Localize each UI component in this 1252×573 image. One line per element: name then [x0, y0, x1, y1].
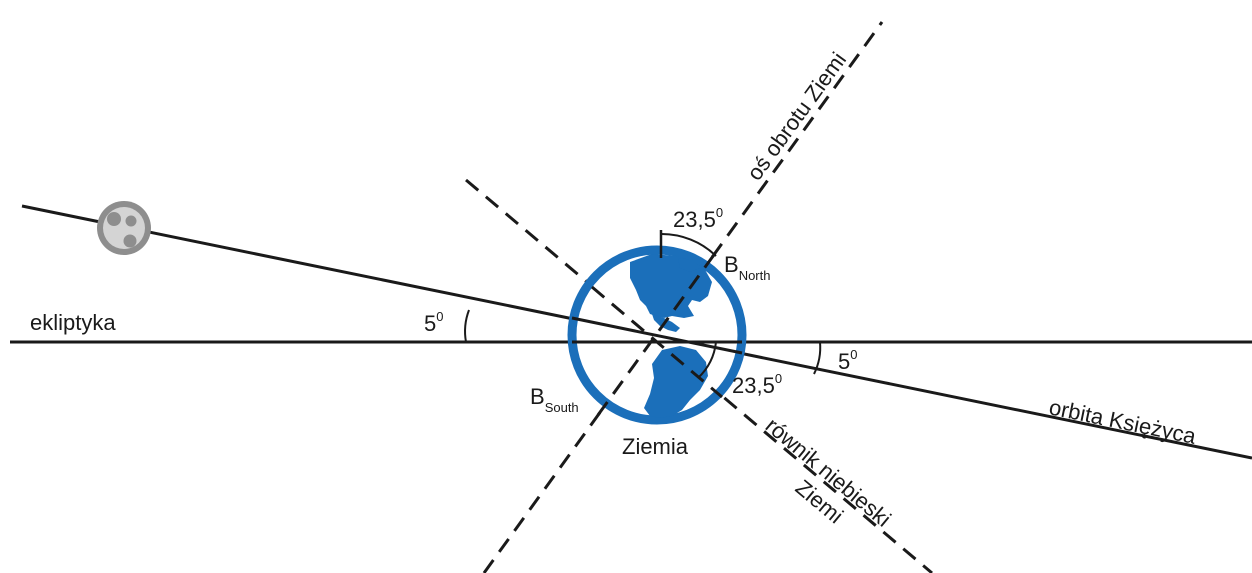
earth-axis-over-earth: [596, 251, 718, 416]
ecliptic-label: ekliptyka: [30, 310, 116, 335]
angle-bottom-label: 23,50: [732, 371, 782, 398]
angle-arc-left: [464, 309, 470, 343]
angle-arc-bottom: [697, 341, 717, 379]
b-south-label: BSouth: [530, 384, 579, 415]
b-north-label: BNorth: [724, 252, 770, 283]
earth-axis-label: oś obrotu Ziemi: [742, 48, 851, 185]
angle-arc-top: [660, 232, 717, 257]
earth-label: Ziemia: [622, 434, 689, 459]
moon-icon: [97, 201, 151, 255]
moon-orbit-label: orbita Księżyca: [1047, 394, 1199, 449]
equator-over-earth: [591, 285, 723, 399]
angle-top-label: 23,50: [673, 205, 723, 232]
angle-left-label: 50: [424, 309, 443, 336]
celestial-equator-line: [465, 178, 933, 573]
angle-arc-right: [813, 341, 822, 375]
angle-right-label: 50: [838, 347, 857, 374]
moon-orbit-over-earth: [571, 316, 743, 355]
